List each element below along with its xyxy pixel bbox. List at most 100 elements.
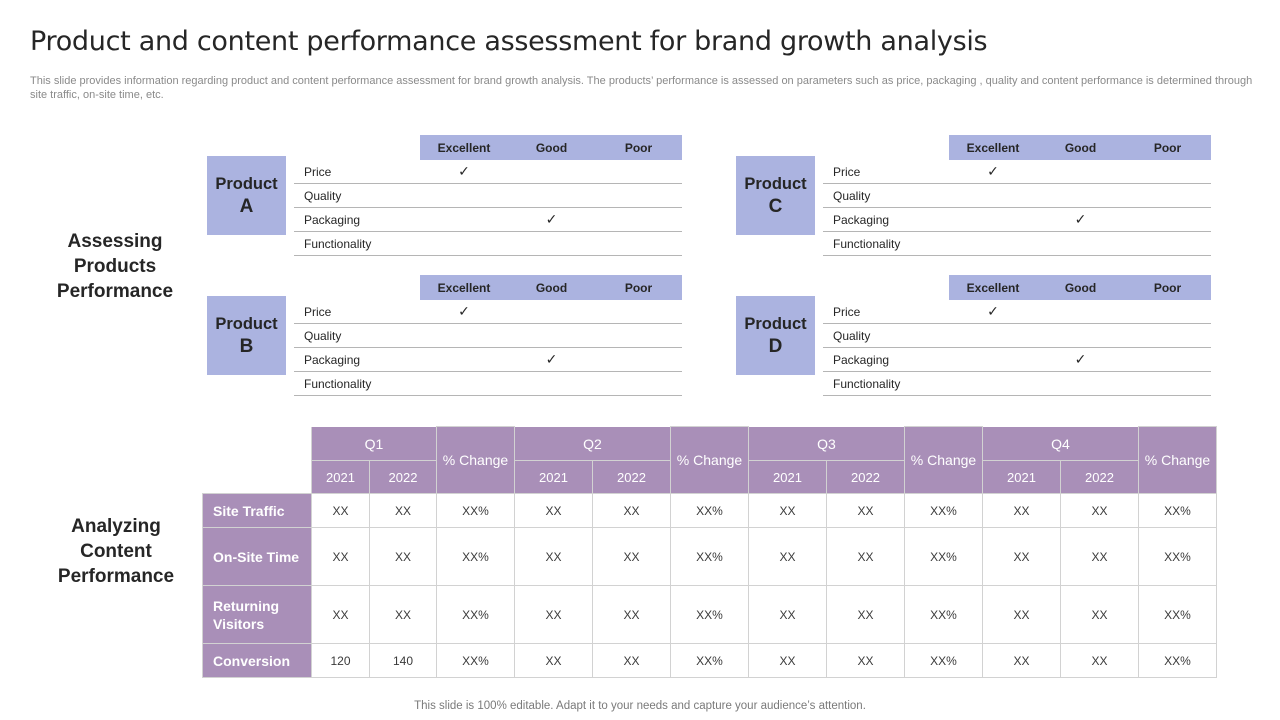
header-poor: Poor [1124,275,1211,300]
excellent-mark [420,348,508,371]
excellent-mark [949,208,1037,231]
criteria-label: Price [304,304,332,319]
criteria-label: Functionality [304,376,372,391]
header-excellent: Excellent [420,275,508,300]
header-excellent: Excellent [949,135,1037,160]
metric-value: XX [311,493,370,528]
metric-label: Site Traffic [202,493,312,528]
percent-change-header: % Change [1138,426,1217,494]
criteria-label: Price [304,164,332,179]
excellent-mark [420,184,508,207]
content-table-body: Site Traffic XX XX XX% XX XX XX% XX XX XX% XX XX XX%… [202,493,1217,678]
poor-mark [595,208,682,231]
metric-value: XX [748,585,827,644]
good-mark: ✓ [1074,351,1087,367]
poor-mark [1124,208,1211,231]
content-section-label: Analyzing Content Performance [57,516,175,587]
criteria-label: Quality [833,328,871,343]
metric-value: 140 [369,643,437,678]
quarter-header-q4: Q4 [982,426,1139,461]
metric-value: XX% [436,585,515,644]
assessment-row-functionality: Functionality [823,372,1211,396]
metric-value: XX% [1138,643,1217,678]
products-section-label: Assessing Products Performance [56,231,174,302]
header-excellent: Excellent [949,275,1037,300]
assessment-header-row: Excellent Good Poor [294,135,682,160]
metric-value: XX% [436,493,515,528]
poor-mark [595,184,682,207]
poor-mark [1124,300,1211,323]
corner-cell [203,427,312,494]
metric-value: XX [514,643,593,678]
quarter-header-row: Q1% Change Q2% Change Q3% Change Q4% Change [203,426,1217,494]
metric-value: XX [748,493,827,528]
metric-value: XX [982,493,1061,528]
metric-value: 120 [311,643,370,678]
assessment-row-quality: Quality [823,324,1211,348]
good-mark [1037,324,1124,347]
metric-value: XX [592,643,671,678]
slide-subtitle: This slide provides information regardin… [30,75,1253,101]
metric-value: XX [592,585,671,644]
excellent-mark [949,348,1037,371]
criteria-label: Packaging [833,212,890,227]
criteria-label: Price [833,164,861,179]
poor-mark [1124,232,1211,255]
poor-mark [595,372,682,395]
table-row: On-Site Time XX XX XX% XX XX XX% XX XX XX% XX XX XX% [202,527,1217,586]
metric-value: XX [1060,493,1139,528]
excellent-mark [420,232,508,255]
poor-mark [595,324,682,347]
good-mark: ✓ [1074,211,1087,227]
quarter-header-q1: Q1 [311,426,437,461]
metric-value: XX% [904,527,983,586]
metric-value: XX [982,527,1061,586]
excellent-mark: ✓ [987,303,999,319]
good-mark [508,232,595,255]
poor-mark [1124,348,1211,371]
header-excellent: Excellent [420,135,508,160]
content-table-header: Q1% Change Q2% Change Q3% Change Q4% Change… [203,426,1217,494]
header-good: Good [1037,275,1124,300]
metric-value: XX [514,585,593,644]
good-mark [1037,300,1124,323]
header-good: Good [1037,135,1124,160]
criteria-label: Functionality [833,376,901,391]
metric-value: XX [1060,643,1139,678]
excellent-mark [949,184,1037,207]
assessment-row-functionality: Functionality [294,232,682,256]
metric-value: XX [311,585,370,644]
metric-value: XX% [670,643,749,678]
product-label-word: Product [744,174,807,193]
metric-value: XX% [904,585,983,644]
poor-mark [1124,184,1211,207]
year-header-2022: 2022 [369,460,437,494]
quarter-header-q2: Q2 [514,426,671,461]
metric-value: XX [514,527,593,586]
good-mark [508,300,595,323]
metric-value: XX [311,527,370,586]
assessment-header-row: Excellent Good Poor [823,275,1211,300]
assessment-row-functionality: Functionality [294,372,682,396]
metric-value: XX [826,585,905,644]
metric-value: XX% [904,643,983,678]
excellent-mark: ✓ [987,163,999,179]
metric-value: XX% [1138,585,1217,644]
metric-value: XX% [670,585,749,644]
year-header-2021: 2021 [514,460,593,494]
poor-mark [595,160,682,183]
assessment-header-row: Excellent Good Poor [823,135,1211,160]
criteria-label: Price [833,304,861,319]
header-poor: Poor [595,275,682,300]
poor-mark [1124,372,1211,395]
product-c-label: Product C [736,156,815,235]
criteria-label: Functionality [833,236,901,251]
metric-value: XX [514,493,593,528]
metric-value: XX [748,527,827,586]
metric-value: XX [826,493,905,528]
product-d-assessment-table: Excellent Good Poor Price ✓ Quality Packaging ✓… [823,275,1211,396]
metric-value: XX [1060,585,1139,644]
metric-value: XX% [904,493,983,528]
metric-value: XX [369,585,437,644]
metric-value: XX% [1138,527,1217,586]
